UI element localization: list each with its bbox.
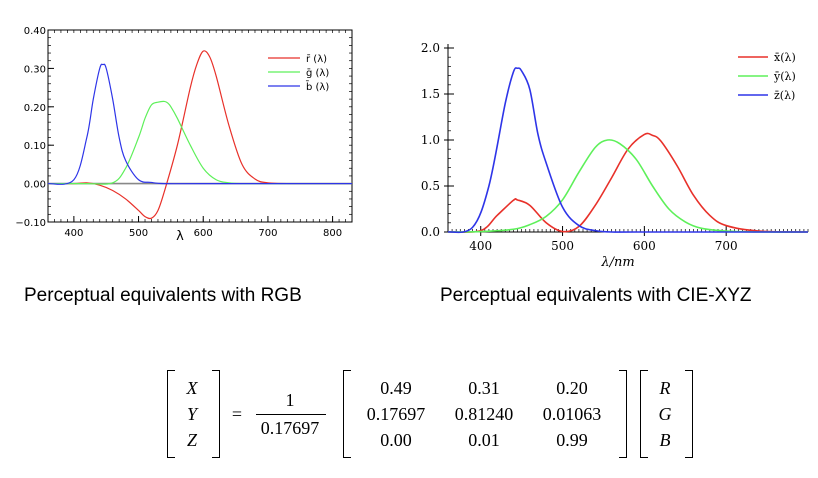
y-tick-label: 0.10 [24, 141, 46, 152]
y-tick-label: 0.00 [24, 180, 46, 191]
x-tick-label: 500 [551, 239, 574, 253]
lhs-right-bracket [212, 370, 220, 458]
legend-label: z̄(λ) [774, 89, 795, 102]
fraction-numerator: 1 [285, 390, 295, 410]
series-line-0 [47, 50, 353, 220]
y-tick-label: 1.5 [421, 87, 440, 101]
lhs-z: Z [186, 430, 197, 450]
matrix-right-bracket [619, 370, 627, 458]
matrix-cell: 0.01063 [542, 404, 602, 424]
lhs-y: Y [186, 404, 197, 424]
legend-label: ḡ (λ) [306, 68, 329, 79]
lhs-x: X [186, 378, 198, 398]
legend-label: x̄(λ) [774, 51, 796, 64]
matrix-cell: 0.20 [556, 378, 588, 398]
y-tick-label: 2.0 [421, 41, 440, 55]
rgb-chart-caption: Perceptual equivalents with RGB [24, 285, 302, 306]
rgb-color-matching-chart: 400 500 600 700 800 −0.10 0.00 0.10 0.20 0.30 0.40… [15, 26, 353, 244]
series-line-2 [47, 63, 352, 185]
y-tick-label: 0.20 [24, 103, 46, 114]
legend-label: b̄ (λ) [306, 80, 329, 93]
y-tick-label: 1.0 [421, 133, 440, 147]
xyz-color-matching-chart: 400 500 600 700 0.0 0.5 1.0 1.5 2.0 λ/nm x̄(λ) ȳ(λ)… [421, 41, 809, 270]
rhs-b: B [659, 430, 671, 450]
matrix-cell: 0.01 [468, 430, 500, 450]
y-tick-label: −0.10 [15, 218, 46, 229]
x-tick-label: 600 [194, 228, 213, 239]
matrix-cell: 0.99 [556, 430, 588, 450]
xyz-chart-caption: Perceptual equivalents with CIE-XYZ [440, 285, 752, 306]
series-line-1 [447, 139, 809, 233]
x-tick-label: 700 [715, 239, 738, 253]
x-tick-label: 600 [633, 239, 656, 253]
plot-frame [47, 29, 353, 223]
y-tick-label: 0.30 [24, 64, 46, 75]
matrix-cell: 0.00 [380, 430, 412, 450]
legend-label: ȳ(λ) [773, 70, 796, 83]
matrix-cell: 0.17697 [366, 404, 426, 424]
fraction-denominator: 0.17697 [260, 418, 320, 438]
series-line-2 [447, 67, 808, 234]
y-tick-label: 0.0 [421, 225, 440, 239]
x-tick-label: 800 [323, 228, 342, 239]
series-line-1 [47, 100, 352, 185]
lhs-left-bracket [167, 370, 175, 458]
x-axis-label: λ/nm [600, 255, 634, 270]
fraction-bar [256, 414, 326, 415]
rhs-left-bracket [640, 370, 648, 458]
x-tick-label: 400 [469, 239, 492, 253]
matrix-left-bracket [343, 370, 351, 458]
legend-label: r̄ (λ) [306, 54, 327, 65]
series-line-0 [447, 132, 809, 234]
matrix-cell: 0.49 [380, 378, 412, 398]
matrix-cell: 0.31 [468, 378, 500, 398]
x-tick-label: 700 [258, 228, 277, 239]
rhs-right-bracket [685, 370, 693, 458]
y-tick-label: 0.40 [24, 26, 46, 37]
x-axis-label: λ [176, 229, 184, 244]
x-tick-label: 400 [64, 228, 83, 239]
rhs-r: R [659, 378, 671, 398]
y-tick-label: 0.5 [421, 179, 440, 193]
x-tick-label: 500 [129, 228, 148, 239]
rhs-g: G [658, 404, 672, 424]
equals-sign: = [231, 404, 243, 424]
matrix-cell: 0.81240 [454, 404, 514, 424]
